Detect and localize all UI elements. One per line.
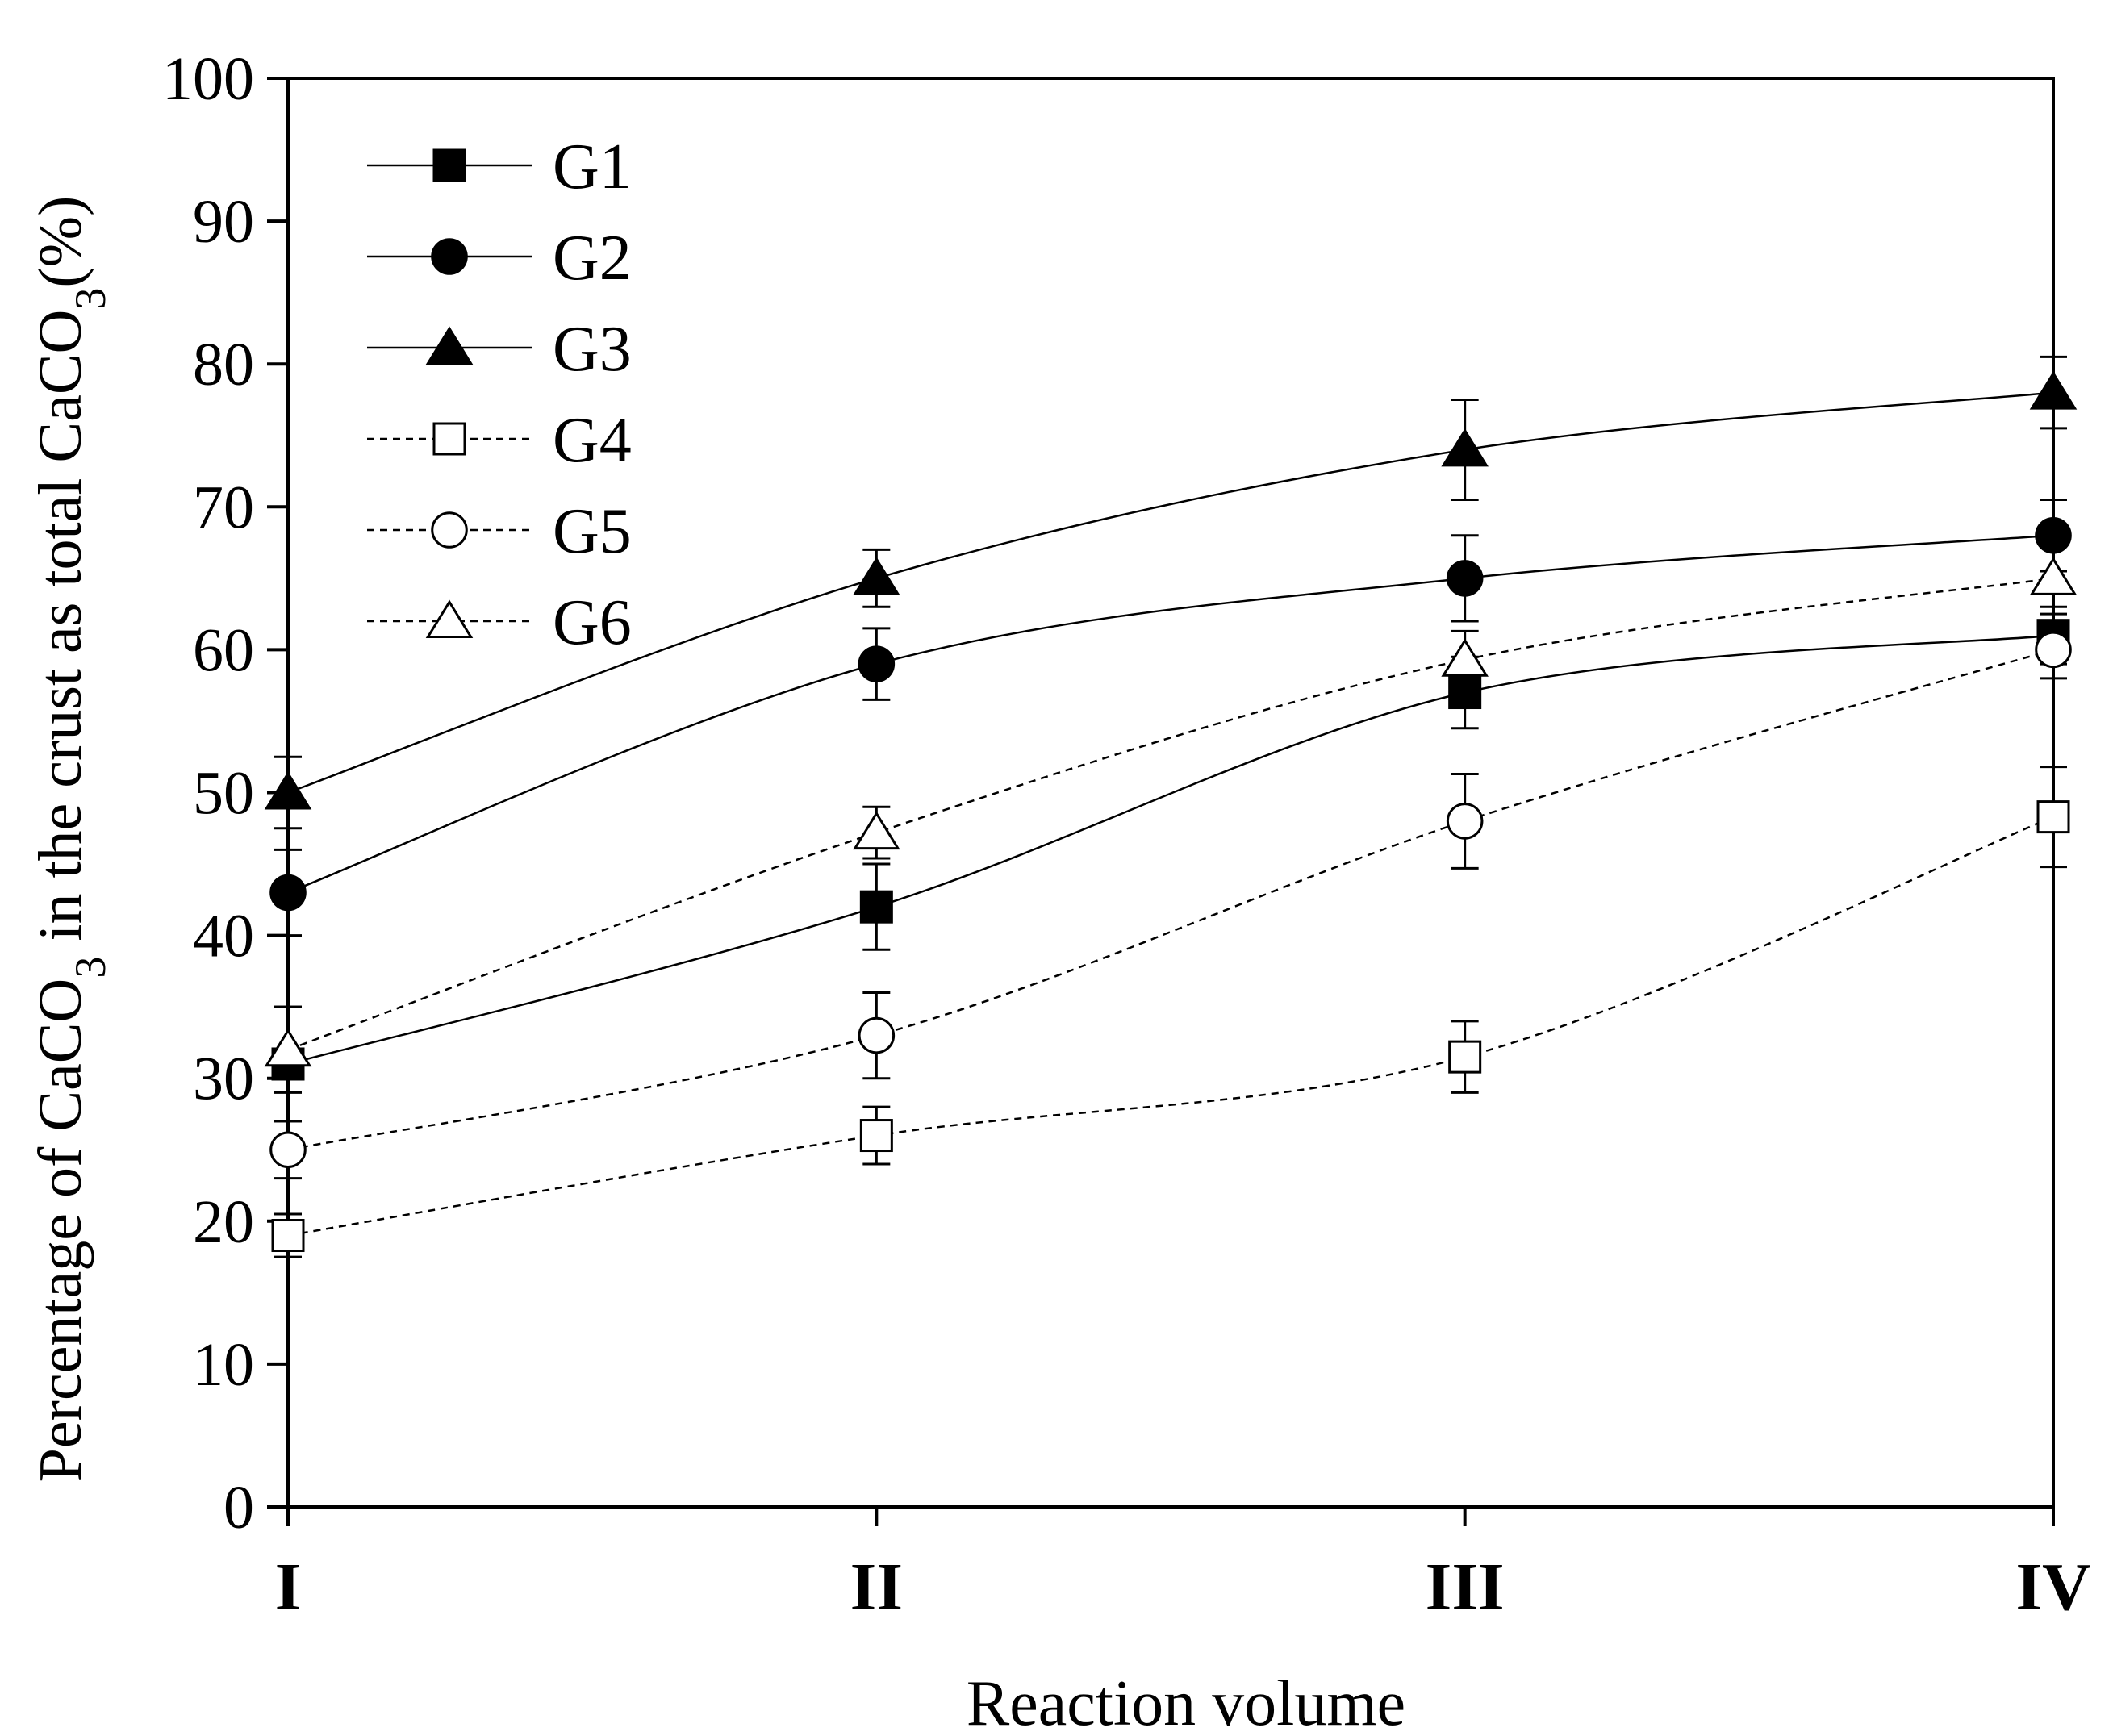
legend-label-g3: G3 (553, 314, 632, 385)
legend-label-g6: G6 (553, 587, 632, 658)
x-tick-label: I (275, 1550, 302, 1625)
series-line-g4 (287, 816, 2054, 1237)
legend-marker-g1 (432, 148, 466, 182)
data-point-g4 (859, 1119, 893, 1153)
legend-label-g2: G2 (553, 223, 632, 294)
y-tick-label: 40 (193, 903, 254, 970)
legend-marker-g6 (425, 599, 474, 638)
y-tick-label: 80 (193, 331, 254, 399)
data-point-g5 (269, 1131, 307, 1169)
legend-marker-g3 (425, 326, 474, 365)
x-tick-label: II (850, 1550, 903, 1625)
data-point-g4 (271, 1219, 305, 1253)
legend-label-g1: G1 (553, 131, 632, 202)
y-axis-title: Percentage of CaCO3 in the crust as tota… (27, 196, 115, 1483)
data-point-g3 (264, 770, 312, 810)
y-tick-label: 90 (193, 188, 254, 256)
data-point-g6 (2029, 557, 2078, 595)
series-line-g3 (287, 391, 2054, 794)
legend-marker-g5 (431, 511, 468, 549)
data-point-g1 (859, 890, 893, 924)
data-point-g3 (853, 557, 900, 595)
y-tick-label: 0 (223, 1474, 254, 1542)
series-line-g2 (287, 534, 2054, 894)
data-point-g2 (1446, 560, 1484, 597)
data-point-g5 (858, 1016, 896, 1054)
data-point-g2 (858, 645, 896, 682)
y-tick-label: 60 (193, 616, 254, 684)
series-line-g6 (287, 577, 2054, 1051)
data-point-g3 (2029, 371, 2078, 410)
x-tick-label: III (1426, 1550, 1505, 1625)
data-point-g6 (1441, 638, 1489, 677)
data-point-g5 (1446, 803, 1484, 840)
series-line-g5 (287, 649, 2054, 1151)
data-point-g4 (2036, 800, 2070, 834)
y-tick-label: 70 (193, 474, 254, 541)
data-point-g1 (1448, 676, 1482, 710)
y-tick-label: 50 (193, 760, 254, 828)
y-tick-label: 10 (193, 1331, 254, 1399)
y-tick-label: 30 (193, 1045, 254, 1113)
data-point-g2 (2035, 516, 2072, 554)
legend-label-g4: G4 (553, 405, 632, 476)
data-point-g5 (2035, 631, 2072, 669)
legend-marker-g2 (431, 238, 468, 275)
data-point-g4 (1448, 1040, 1482, 1074)
x-tick-label: IV (2015, 1550, 2090, 1625)
data-point-g2 (269, 874, 307, 912)
data-point-g3 (1441, 428, 1489, 467)
legend-marker-g4 (432, 422, 466, 456)
data-point-g6 (853, 811, 900, 850)
legend-label-g5: G5 (553, 496, 632, 567)
series-line-g1 (287, 634, 2054, 1066)
data-point-g6 (264, 1028, 312, 1067)
y-tick-label: 100 (162, 45, 254, 113)
x-axis-title: Reaction volume (967, 1668, 1405, 1736)
y-tick-label: 20 (193, 1188, 254, 1256)
